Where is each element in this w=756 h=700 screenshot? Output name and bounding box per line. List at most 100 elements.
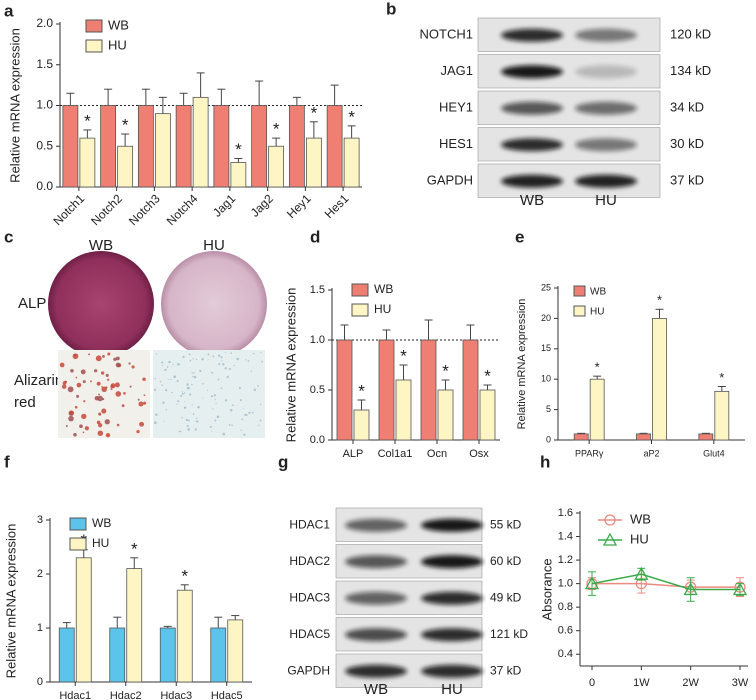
stain-spot	[115, 362, 121, 368]
blot-band	[501, 101, 563, 115]
bar	[210, 627, 227, 683]
x-tick-label: Jag2	[248, 191, 277, 220]
blot-band	[575, 138, 637, 152]
x-tick-label: Hey1	[284, 191, 314, 221]
lane-label: HU	[595, 192, 617, 209]
stain-speck	[228, 424, 231, 426]
stain-speck	[192, 376, 194, 378]
stain-spot	[95, 355, 102, 362]
stain-speck	[195, 417, 198, 420]
stain-speck	[212, 355, 215, 358]
significance-mark: *	[595, 360, 600, 375]
stain-speck	[245, 359, 247, 361]
stain-speck	[163, 420, 165, 422]
bar	[251, 105, 268, 188]
stain-speck	[165, 388, 168, 392]
stain-speck	[189, 359, 192, 362]
stain-spot	[97, 430, 104, 436]
panel-letter: b	[386, 0, 396, 18]
stain-speck	[238, 386, 241, 390]
significance-mark: *	[84, 111, 91, 130]
stain-speck	[222, 432, 226, 436]
stain-spot	[97, 395, 103, 402]
legend-label: HU	[108, 37, 127, 52]
stain-speck	[155, 413, 158, 416]
panel-letter: e	[515, 227, 524, 246]
stain-speck	[182, 355, 185, 358]
stain-speck	[215, 402, 217, 404]
blot-band	[575, 65, 637, 79]
stain-spot	[68, 415, 74, 422]
stain-spot	[70, 369, 74, 373]
blot-band	[421, 518, 483, 532]
stain-spot	[110, 388, 113, 391]
stain-spot	[73, 433, 77, 437]
stain-spot	[96, 381, 101, 386]
stain-speck	[177, 400, 180, 403]
stain-speck	[236, 357, 239, 361]
y-tick-label: 2	[37, 568, 43, 580]
molecular-weight: 34 kD	[670, 100, 704, 115]
stain-speck	[191, 383, 193, 386]
stain-speck	[260, 351, 262, 354]
bar	[305, 137, 322, 188]
legend-label: WB	[108, 17, 129, 32]
stain-spot	[143, 394, 146, 397]
stain-speck	[181, 391, 183, 393]
y-tick-label: 1.0	[36, 98, 53, 112]
stain-spot	[116, 423, 120, 427]
stain-speck	[186, 425, 189, 428]
blot-band	[501, 138, 563, 152]
stain-speck	[183, 392, 186, 394]
y-axis-label: Relative mRNA expression	[516, 299, 528, 430]
stain-spot	[82, 380, 86, 384]
stain-speck	[180, 431, 182, 433]
stain-speck	[187, 428, 190, 431]
y-tick-label: 20	[541, 313, 551, 323]
bar	[58, 627, 75, 683]
stain-speck	[155, 353, 158, 355]
stain-speck	[252, 411, 254, 414]
blot-band	[575, 174, 637, 188]
stain-speck	[192, 413, 195, 416]
stain-speck	[218, 362, 221, 366]
stain-speck	[214, 419, 217, 422]
stain-speck	[214, 399, 216, 401]
stain-speck	[164, 368, 167, 371]
chart-panel: e Relative mRNA expression 0 5 10 15 20 25 PPARγ…	[515, 227, 745, 458]
row-label: ALP	[18, 295, 46, 312]
bar	[589, 378, 605, 441]
significance-mark: *	[400, 346, 407, 365]
stain-speck	[210, 395, 213, 398]
blot-band	[421, 555, 483, 569]
bar	[288, 105, 305, 188]
lane-label: WB	[520, 192, 544, 209]
y-axis-label: Absorance	[539, 558, 554, 620]
stain-spot	[123, 392, 126, 395]
stain-speck	[162, 364, 164, 367]
stain-speck	[191, 404, 193, 406]
stain-speck	[230, 352, 232, 354]
stain-speck	[231, 424, 233, 427]
stain-spot	[75, 376, 78, 379]
stain-speck	[181, 416, 183, 419]
legend-swatch	[69, 517, 87, 531]
y-tick-label: 1	[37, 622, 43, 634]
panel-letter: c	[4, 227, 13, 246]
stain-speck	[167, 378, 169, 380]
protein-label: HDAC2	[289, 554, 330, 568]
stain-speck	[187, 419, 190, 422]
stain-speck	[229, 408, 233, 412]
stain-speck	[218, 354, 221, 357]
blot-band	[345, 518, 407, 532]
x-tick-label: Hdac5	[211, 690, 243, 700]
y-tick-label: 0.5	[310, 384, 325, 396]
bar	[117, 145, 134, 188]
stain-speck	[226, 375, 229, 378]
protein-label: GAPDH	[427, 173, 473, 188]
panel-letter: g	[278, 452, 288, 471]
stain-spot	[105, 373, 109, 377]
stain-speck	[201, 358, 204, 361]
y-tick-label: 2.0	[36, 16, 53, 30]
stain-spot	[67, 386, 74, 393]
